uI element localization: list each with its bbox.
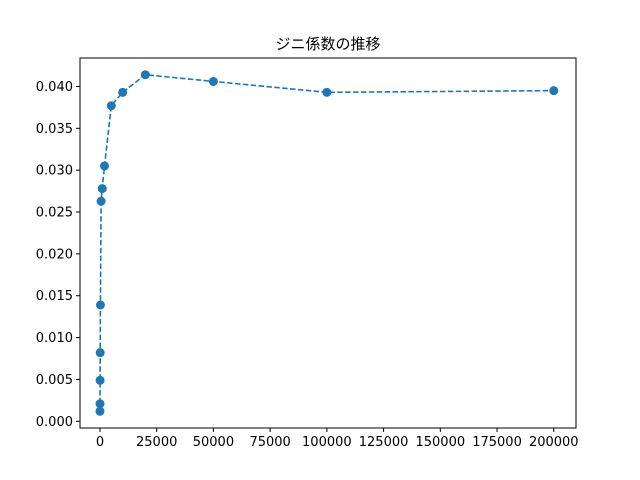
x-tick-label: 200000 — [529, 435, 579, 450]
y-tick-label: 0.015 — [36, 289, 73, 304]
data-point — [549, 86, 559, 96]
plot-frame — [79, 57, 577, 429]
x-tick-label: 150000 — [415, 435, 465, 450]
x-tick-label: 25000 — [136, 435, 177, 450]
series-layer — [95, 70, 559, 416]
y-axis: 0.000 0.005 0.010 0.015 0.020 0.025 0.030 0.035… — [36, 80, 80, 430]
data-point — [95, 406, 105, 416]
y-tick-label: 0.025 — [36, 206, 73, 221]
data-point — [322, 87, 332, 97]
series-line — [99, 73, 554, 412]
x-axis: 0 25000 50000 75000 100000 125000 150000 175000… — [96, 428, 579, 450]
x-tick-label: 175000 — [472, 435, 522, 450]
x-tick-label: 125000 — [359, 435, 409, 450]
data-point — [106, 101, 116, 111]
x-tick-label: 100000 — [302, 435, 352, 450]
x-tick-label: 50000 — [193, 435, 234, 450]
y-tick-label: 0.035 — [36, 122, 73, 137]
y-tick-label: 0.020 — [36, 247, 73, 262]
x-tick-label: 75000 — [249, 435, 290, 450]
data-point — [95, 375, 105, 385]
data-point — [97, 184, 107, 194]
data-point — [208, 76, 218, 86]
y-tick-label: 0.000 — [36, 415, 73, 430]
y-tick-label: 0.040 — [36, 80, 73, 95]
data-point — [95, 300, 105, 310]
data-point — [118, 87, 128, 97]
x-tick-label: 0 — [96, 435, 104, 450]
y-tick-label: 0.005 — [36, 373, 73, 388]
data-point — [140, 70, 150, 80]
data-point — [95, 399, 105, 409]
y-tick-label: 0.030 — [36, 164, 73, 179]
chart-title: ジニ係数の推移 — [275, 35, 380, 53]
data-point — [100, 161, 110, 171]
data-point — [95, 348, 105, 358]
data-point — [96, 196, 106, 206]
y-tick-label: 0.010 — [36, 331, 73, 346]
